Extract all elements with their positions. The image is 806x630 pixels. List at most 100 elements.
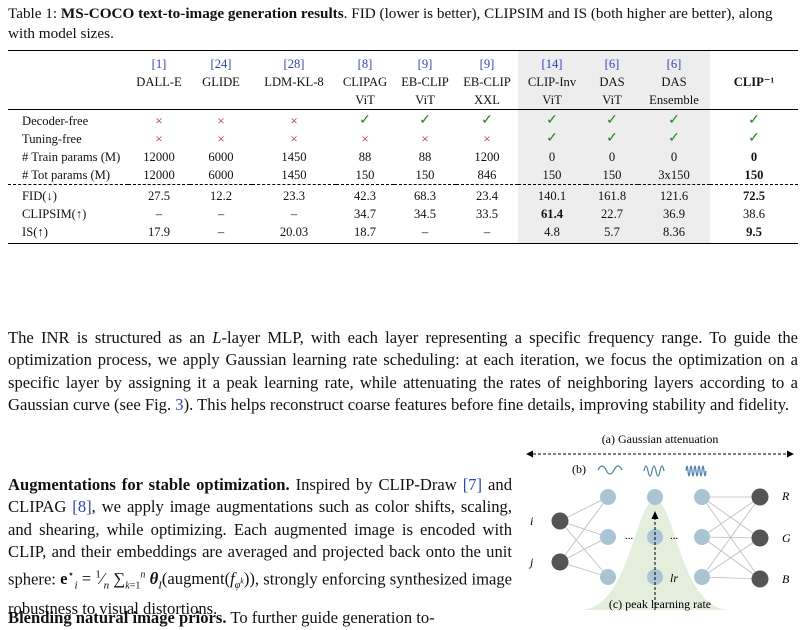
value-cell: 68.3 [413,189,437,203]
flag-cell: ✓ [586,112,638,130]
label-lr: lr [670,571,678,585]
value-cell: 0 [518,148,586,166]
flag-cell: × [217,131,225,146]
value-cell: 150 [744,168,764,182]
value-cell: 33.5 [475,207,499,221]
value-cell: 8.36 [638,223,710,241]
value-cell: 4.8 [518,223,586,241]
header-ref-row: [1] [24] [28] [8] [9] [9] [14] [6] [6] [8,55,798,73]
column-ref: [9] [417,57,433,71]
value-cell: 22.7 [586,205,638,223]
edge [701,536,761,580]
hidden-node [647,489,663,505]
flag-cell: ✓ [419,113,431,128]
header-name-row: DALL-E GLIDE LDM-KL-8 CLIPAG EB-CLIP EB-CLIP C… [8,73,798,91]
flag-cell: × [290,113,298,128]
edge [559,536,609,563]
value-cell: 140.1 [518,187,586,205]
label-gaussian-attenuation: (a) Gaussian attenuation [602,432,719,446]
value-cell: 0 [750,150,758,164]
figure-ref[interactable]: 3 [175,395,184,415]
input-node [551,512,569,530]
value-cell: 0 [586,148,638,166]
label-b: (b) [572,462,586,476]
column-ref: [9] [479,57,495,71]
column-sub [128,91,190,110]
value-cell: 5.7 [586,223,638,241]
arrow-right-head [787,450,794,458]
input-node [551,553,569,571]
column-sub: ViT [518,91,586,110]
caption-bold: MS-COCO text-to-image generation results [60,5,344,22]
paragraph-inr: The INR is structured as an L-layer MLP,… [8,328,799,415]
paragraph-augmentations: Augmentations for stable optimization. I… [8,475,512,618]
value-cell: 36.9 [638,205,710,223]
flag-cell: ✓ [359,113,371,128]
output-label-r: R [781,489,790,503]
cite-clipdraw[interactable]: [7] [462,475,483,494]
wave-high-icon [685,465,707,477]
flag-cell: ✓ [748,113,760,128]
edge [559,496,609,563]
edge [701,496,761,578]
flag-cell: ✓ [518,130,586,148]
output-label-b: B [782,572,790,586]
hidden-node [694,489,710,505]
row-label: # Tot params (M) [22,168,111,182]
column-name: CLIP⁻¹ [733,75,775,89]
value-cell: – [217,207,225,221]
paragraph-blending: Blending natural image priors. To furthe… [8,608,435,627]
value-cell: – [421,225,429,239]
column-name: GLIDE [202,75,240,89]
input-label-i: i [530,514,533,528]
edge [701,496,761,580]
value-cell: 12000 [143,150,175,164]
column-ref: [6] [586,55,638,73]
edge [701,496,761,538]
dots-right: ... [670,530,679,542]
edge [701,537,761,578]
value-cell: 9.5 [746,225,762,239]
value-cell: 121.6 [638,187,710,205]
diagram-svg: (a) Gaussian attenuation (b) lr ... ... … [526,432,794,611]
flag-cell: × [361,131,369,146]
value-cell: 12.2 [209,189,233,203]
value-cell: 88 [358,150,372,164]
hidden-node [694,569,710,585]
hidden-node [600,529,616,545]
flag-cell: × [155,113,163,128]
value-cell: 38.6 [742,207,766,221]
column-sub [710,91,798,110]
value-cell: 150 [518,166,586,185]
column-name: EB-CLIP [401,75,449,89]
flag-row: Tuning-free × × × × × × ✓ ✓ ✓ ✓ [8,130,798,148]
flag-cell: ✓ [481,113,493,128]
flag-cell: × [421,131,429,146]
value-cell: 12000 [143,168,175,182]
column-sub: Ensemble [638,91,710,110]
value-cell: 34.5 [413,207,437,221]
row-label: Decoder-free [22,114,89,128]
flag-cell: ✓ [748,131,760,146]
value-cell: 150 [415,168,435,182]
value-cell: 23.3 [282,189,306,203]
cite-clipag[interactable]: [8] [72,497,92,517]
input-label-j: j [528,555,534,569]
column-sub: ViT [415,93,435,107]
column-name: EB-CLIP [463,75,511,89]
row-label: FID(↓) [22,189,57,203]
column-sub: ViT [586,91,638,110]
output-node [751,488,769,506]
column-ref: [28] [283,57,305,71]
heading-augmentations: Augmentations for stable optimization. [8,475,290,494]
value-cell: 34.7 [353,207,377,221]
metric-row: IS(↑) 17.9 – 20.03 18.7 – – 4.8 5.7 8.36 9.5 [8,223,798,241]
caption-prefix: Table 1: [8,5,61,22]
hidden-node [694,529,710,545]
value-cell: – [217,225,225,239]
value-cell: 150 [586,166,638,185]
metric-row: CLIPSIM(↑) – – – 34.7 34.5 33.5 61.4 22.7 36.9 38.… [8,205,798,223]
flag-cell: × [155,131,163,146]
hidden-node [600,489,616,505]
column-name: DAS [638,73,710,91]
